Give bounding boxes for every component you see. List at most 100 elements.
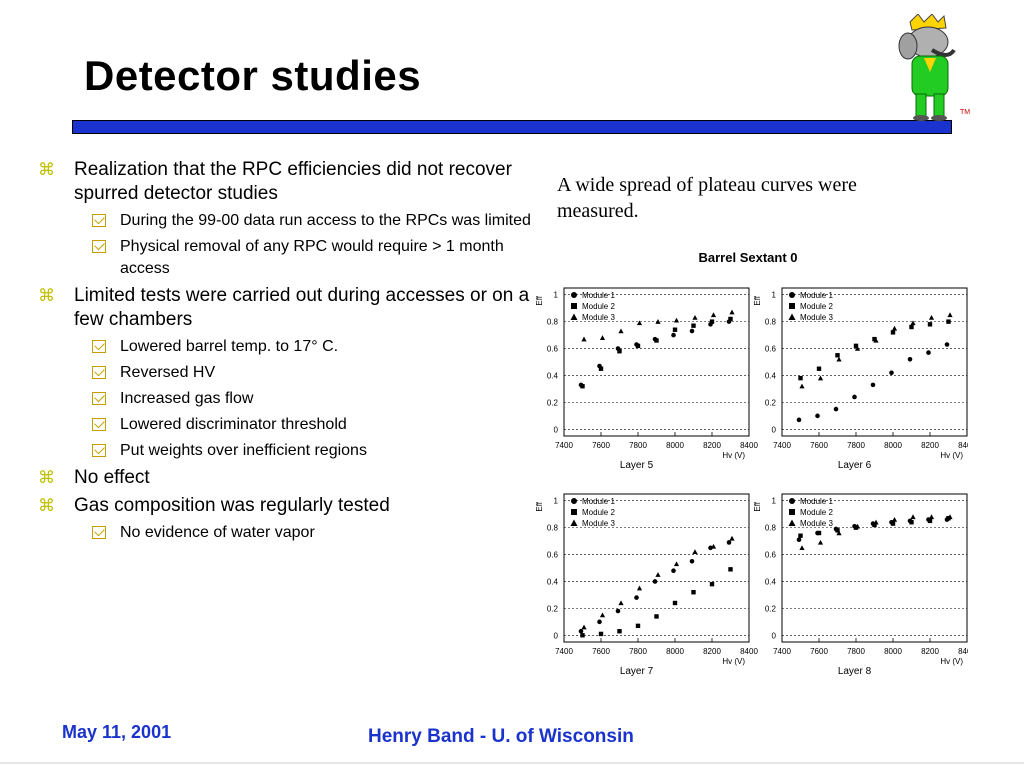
sub-bullet-item: Physical removal of any RPC would requir… (38, 236, 538, 280)
data-point (891, 325, 898, 331)
data-point (944, 342, 950, 347)
legend-marker (571, 509, 577, 515)
data-point (710, 543, 717, 549)
bullet-list: ⌘ Realization that the RPC efficiencies d… (38, 158, 538, 548)
y-tick-label: 0.6 (547, 551, 559, 560)
data-point (654, 614, 659, 619)
data-point (618, 328, 624, 334)
data-point (709, 581, 715, 587)
data-point (873, 519, 879, 525)
data-point (853, 343, 859, 349)
x-tick-label: 7400 (555, 441, 573, 450)
sub-bullet-text: Increased gas flow (120, 390, 254, 407)
legend-label: Module 1 (800, 291, 833, 300)
legend-marker (789, 498, 795, 504)
data-point (691, 590, 696, 595)
x-tick-label: 7400 (773, 647, 791, 656)
y-tick-label: 0.4 (765, 577, 777, 586)
x-tick-label: 7800 (847, 441, 865, 450)
data-point (598, 631, 604, 637)
data-point (580, 633, 585, 638)
z-bullet-icon: ⌘ (38, 496, 55, 515)
x-tick-label: 7400 (555, 647, 573, 656)
legend-label: Module 2 (800, 302, 833, 311)
data-point (872, 336, 877, 342)
data-point (854, 345, 861, 351)
bullet-item: ⌘ Gas composition was regularly tested (38, 494, 538, 518)
bullet-text: Gas composition was regularly tested (74, 495, 390, 516)
x-tick-label: 7600 (810, 441, 828, 450)
y-axis-label: Eff (753, 295, 762, 305)
data-point (581, 336, 587, 342)
checkbox-icon (92, 418, 106, 431)
efficiency-plots: Barrel Sextant 0 0 0.2 0.4 0.6 0.8 1 7400 7600 78… (535, 250, 968, 677)
data-point (799, 383, 805, 389)
checkbox-icon (92, 392, 106, 405)
legend-label: Module 3 (582, 313, 615, 322)
x-tick-label: 7800 (629, 441, 647, 450)
x-axis-unit: Hv (V) (940, 451, 963, 460)
y-tick-label: 0.8 (547, 318, 559, 327)
data-point (796, 417, 802, 423)
y-tick-label: 0.4 (765, 371, 777, 380)
data-point (691, 323, 696, 328)
data-point (673, 561, 680, 567)
data-point (796, 537, 802, 543)
y-tick-label: 1 (554, 291, 559, 300)
x-tick-label: 8400 (958, 441, 968, 450)
data-point (652, 579, 658, 584)
data-point (655, 319, 661, 324)
y-tick-label: 1 (772, 497, 777, 506)
data-point (710, 312, 717, 318)
x-tick-label: 8000 (884, 441, 902, 450)
checkbox-icon (92, 366, 106, 379)
legend-marker (571, 498, 577, 504)
data-point (635, 623, 641, 629)
bullet-item: ⌘ Realization that the RPC efficiencies d… (38, 158, 538, 206)
data-point (689, 328, 695, 334)
data-point (671, 332, 676, 338)
figure-caption: A wide spread of plateau curves were mea… (557, 174, 857, 222)
legend-marker (788, 519, 796, 526)
data-point (799, 545, 805, 551)
data-point (907, 357, 913, 362)
sub-bullet-text: During the 99-00 data run access to the … (120, 212, 531, 229)
data-point (798, 375, 803, 381)
data-point (947, 312, 953, 318)
bullet-item: ⌘ Limited tests were carried out during a… (38, 284, 538, 332)
plot-frame (781, 493, 968, 643)
legend-label: Module 1 (800, 497, 833, 506)
data-point (852, 394, 857, 400)
data-point (816, 530, 822, 536)
z-bullet-icon: ⌘ (38, 160, 55, 179)
x-tick-label: 8000 (666, 441, 684, 450)
data-point (636, 320, 643, 326)
y-tick-label: 0 (772, 425, 777, 434)
legend-marker (789, 303, 795, 309)
y-tick-label: 0 (554, 631, 559, 640)
legend-marker (570, 519, 578, 526)
y-tick-label: 0 (554, 425, 559, 434)
y-tick-label: 0.2 (547, 604, 559, 613)
chart-title: Barrel Sextant 0 (699, 250, 798, 265)
sub-bullet-item: Lowered discriminator threshold (38, 414, 538, 436)
babar-elephant-icon: TM (898, 14, 970, 121)
legend-marker (789, 292, 795, 298)
checkbox-icon (92, 526, 106, 539)
data-point (689, 558, 695, 564)
data-point (835, 528, 840, 533)
data-point (581, 624, 587, 630)
x-tick-label: 7400 (773, 441, 791, 450)
sub-bullet-text: Reversed HV (120, 364, 216, 381)
data-point (854, 523, 861, 529)
y-axis-label: Eff (753, 501, 762, 511)
data-point (947, 514, 953, 520)
legend-label: Module 2 (800, 508, 833, 517)
z-bullet-icon: ⌘ (38, 286, 55, 305)
x-axis-label: Layer 8 (838, 666, 872, 677)
data-point (909, 520, 914, 525)
data-point (580, 384, 585, 389)
y-axis-label: Eff (535, 501, 544, 511)
data-point (692, 315, 698, 320)
sub-bullet-text: No evidence of water vapor (120, 524, 315, 541)
